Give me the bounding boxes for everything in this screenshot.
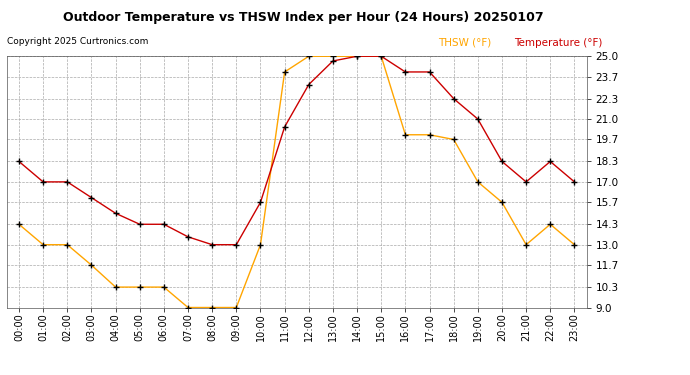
Text: Copyright 2025 Curtronics.com: Copyright 2025 Curtronics.com bbox=[7, 38, 148, 46]
Text: Temperature (°F): Temperature (°F) bbox=[514, 38, 602, 48]
Text: THSW (°F): THSW (°F) bbox=[438, 38, 491, 48]
Text: Outdoor Temperature vs THSW Index per Hour (24 Hours) 20250107: Outdoor Temperature vs THSW Index per Ho… bbox=[63, 11, 544, 24]
